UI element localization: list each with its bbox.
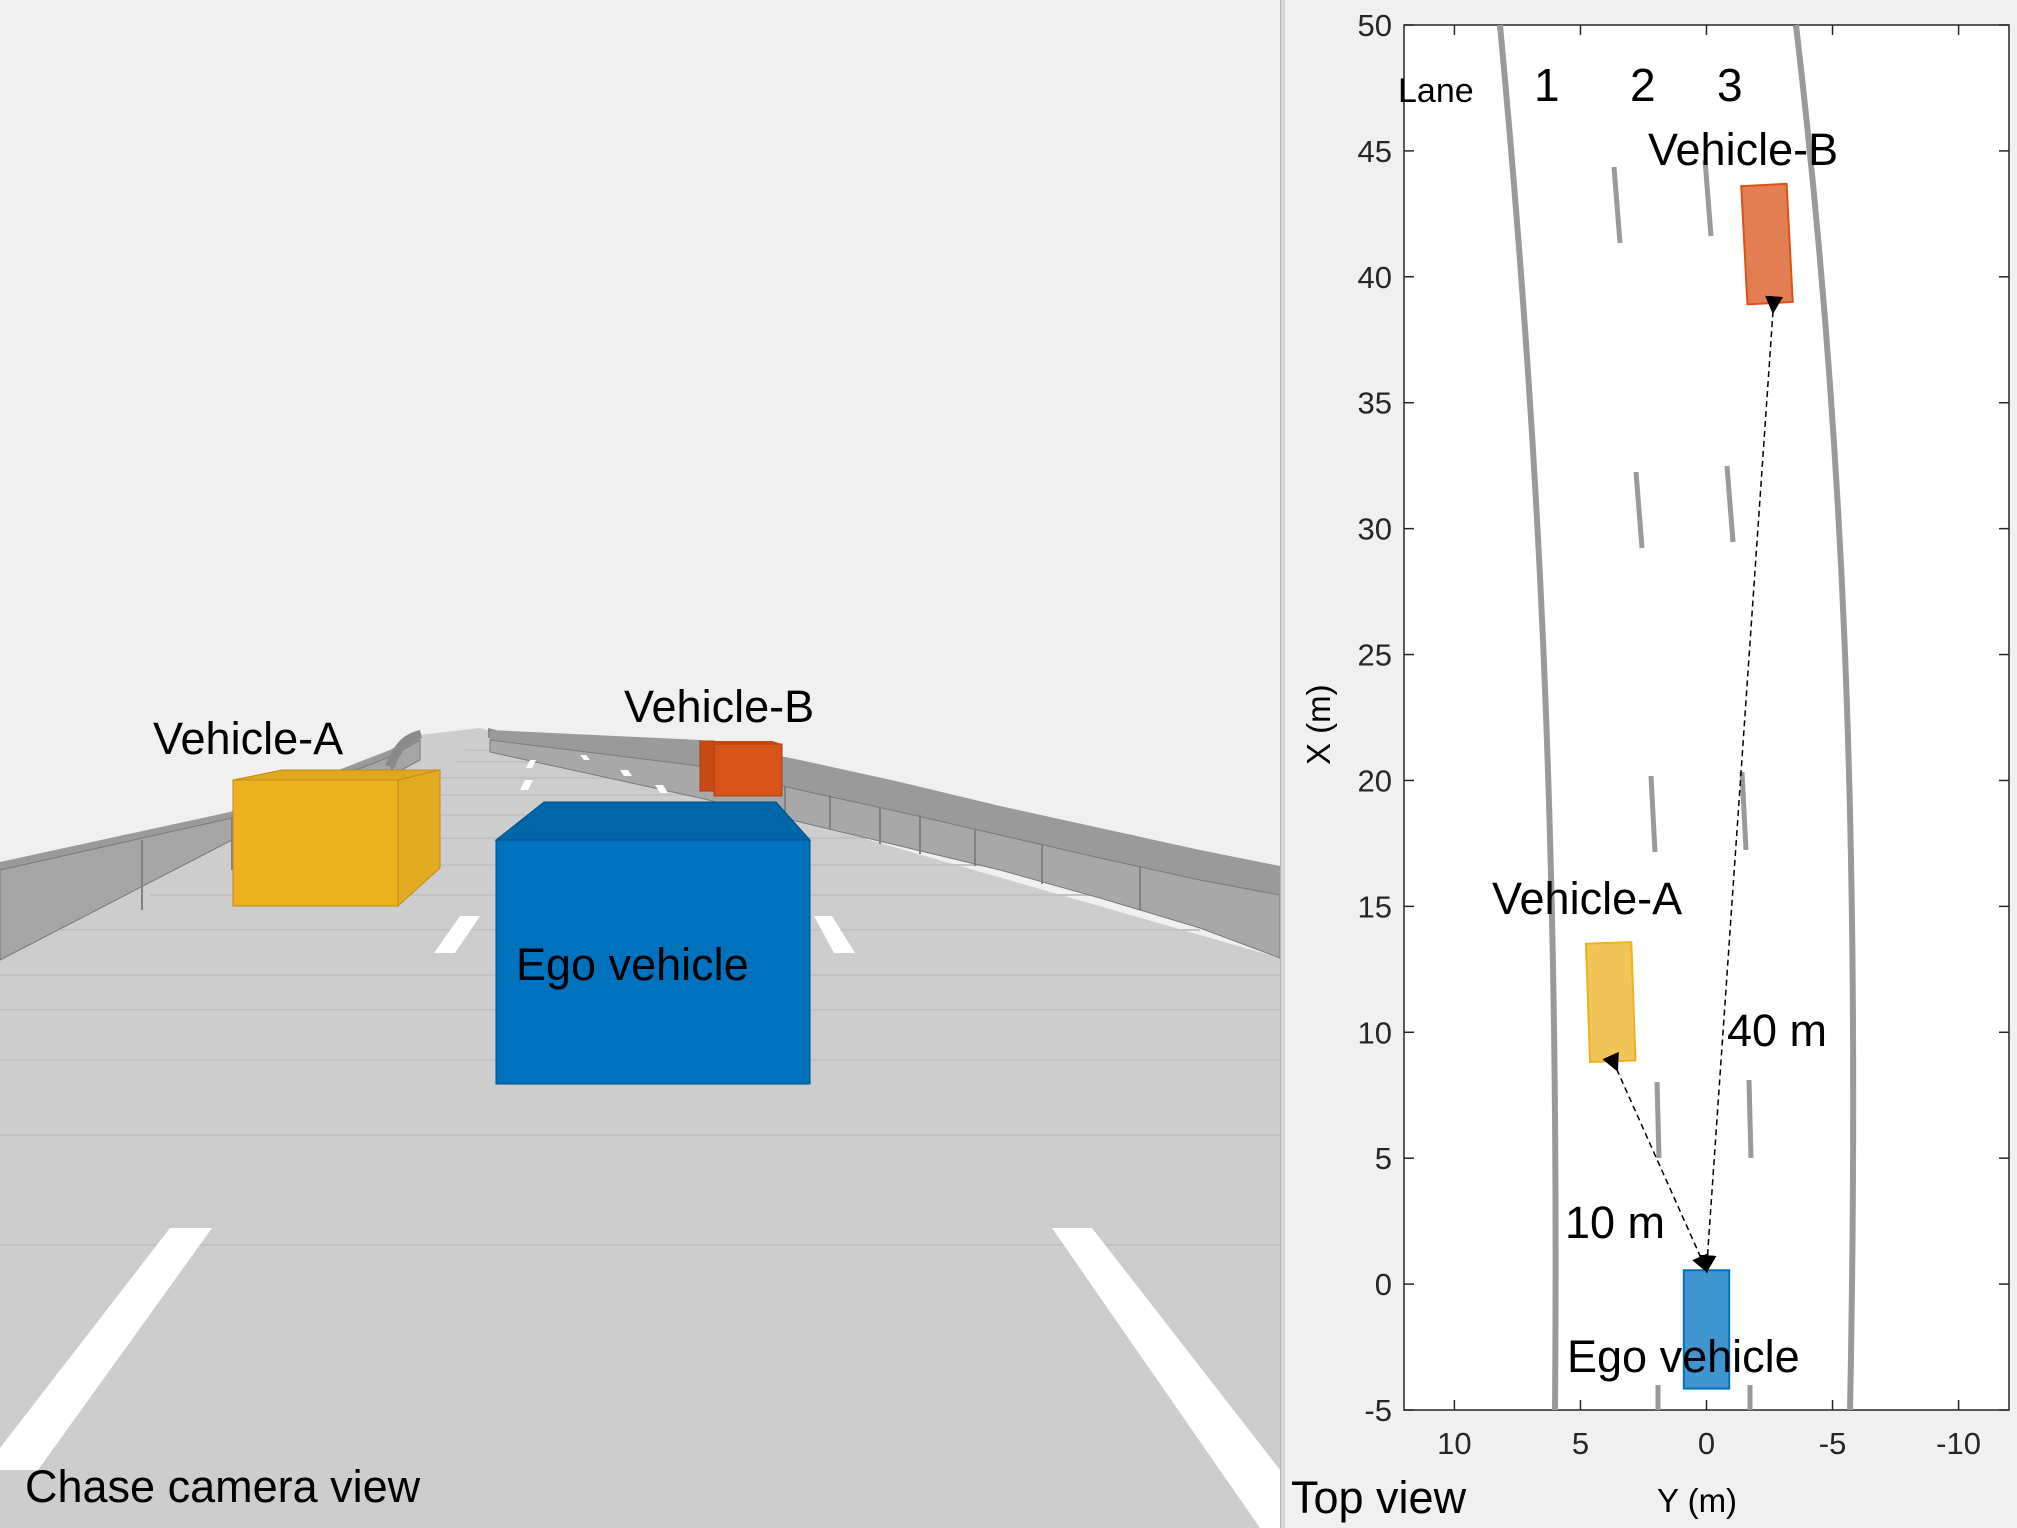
top-vehicle-a-label: Vehicle-A <box>1492 873 1682 924</box>
y-tick-label: 30 <box>1358 512 1392 547</box>
top-caption: Top view <box>1291 1472 1467 1523</box>
left-barrier-far <box>385 730 422 768</box>
vehicle-b-3d <box>699 740 783 797</box>
vehicle-b-label: Vehicle-B <box>624 681 814 732</box>
ego-vehicle-label: Ego vehicle <box>516 939 749 990</box>
view-divider <box>1280 0 1285 1528</box>
x-axis-label: Y (m) <box>1657 1482 1737 1519</box>
x-tick-label: 0 <box>1698 1426 1715 1461</box>
road-boundaries <box>1497 24 1857 1411</box>
road-surface <box>0 728 1280 1528</box>
y-tick-label: 15 <box>1358 889 1392 924</box>
x-tick-label: -10 <box>1936 1426 1981 1461</box>
y-axis-label: X (m) <box>1300 684 1337 765</box>
x-tick-label: 10 <box>1437 1426 1471 1461</box>
ego-vehicle-marker <box>1682 1269 1731 1390</box>
distance-label-b: 40 m <box>1727 1005 1827 1056</box>
y-tick-label: 40 <box>1358 260 1392 295</box>
lane-number-1: 1 <box>1534 59 1560 111</box>
distance-arrow-vehicle-b <box>1698 295 1784 1274</box>
distance-arrow-vehicle-a <box>1602 1051 1709 1273</box>
vehicles <box>1584 182 1794 1390</box>
lane-number-2: 2 <box>1630 59 1656 111</box>
top-ego-label: Ego vehicle <box>1567 1331 1800 1382</box>
vehicle-a-3d <box>232 769 441 908</box>
y-tick-label: 45 <box>1358 134 1392 169</box>
distance-arrows <box>1602 295 1784 1274</box>
y-tick-label: 50 <box>1358 8 1392 43</box>
ego-vehicle-3d <box>494 801 812 1085</box>
vehicle-a-marker <box>1584 941 1637 1064</box>
y-tick-label: 5 <box>1375 1141 1392 1176</box>
chase-camera-view: Vehicle-A Vehicle-B Ego vehicle Chase ca… <box>0 681 1280 1528</box>
lane-header: Lane <box>1398 72 1474 110</box>
right-barrier-posts <box>784 786 1141 910</box>
distance-label-a: 10 m <box>1565 1197 1665 1248</box>
top-vehicle-b-label: Vehicle-B <box>1648 124 1838 175</box>
vehicle-b-marker <box>1740 182 1794 306</box>
lane-markings <box>0 755 1280 1528</box>
y-tick-label: 20 <box>1358 763 1392 798</box>
y-tick-label: 0 <box>1375 1267 1392 1302</box>
y-tick-label: 10 <box>1358 1015 1392 1050</box>
x-tick-label: 5 <box>1572 1426 1589 1461</box>
y-tick-label: -5 <box>1364 1393 1392 1428</box>
chase-caption: Chase camera view <box>25 1461 421 1512</box>
y-tick-label: 35 <box>1358 386 1392 421</box>
y-tick-label: 25 <box>1358 638 1392 673</box>
plot-area <box>1403 24 2010 1411</box>
vehicle-a-label: Vehicle-A <box>153 713 343 764</box>
lane-number-3: 3 <box>1717 59 1743 111</box>
x-tick-label: -5 <box>1819 1426 1847 1461</box>
